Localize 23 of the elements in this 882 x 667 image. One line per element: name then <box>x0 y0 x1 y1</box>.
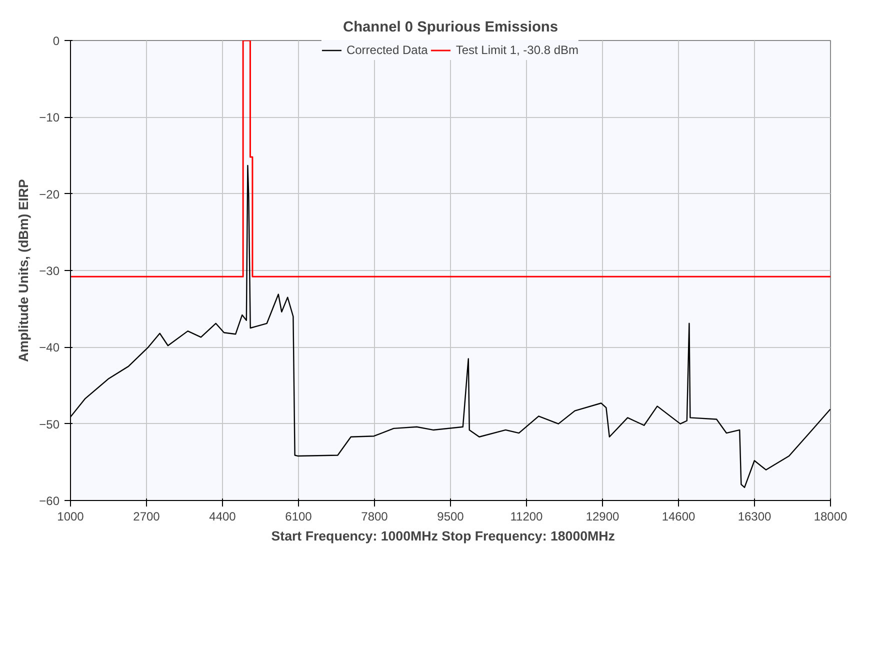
y-tick-label: −40 <box>39 340 60 355</box>
y-tick-label: −20 <box>39 187 60 202</box>
y-tick-label: −60 <box>39 494 60 508</box>
legend-label: Corrected Data <box>346 43 428 57</box>
x-tick-label: 7800 <box>361 510 388 524</box>
x-tick-label: 14600 <box>662 510 696 524</box>
y-tick-label: −30 <box>39 264 60 278</box>
x-tick-label: 6100 <box>285 510 312 524</box>
x-axis-title: Start Frequency: 1000MHz Stop Frequency: 18000MHz <box>271 528 616 544</box>
chart-title: Channel 0 Spurious Emissions <box>342 20 558 36</box>
x-tick-label: 16300 <box>738 510 772 524</box>
x-tick-label: 1000 <box>57 510 84 524</box>
x-tick-label: 9500 <box>437 510 464 524</box>
x-tick-label: 18000 <box>814 510 848 524</box>
y-axis-title: Amplitude Units, (dBm) EIRP <box>16 178 32 362</box>
y-tick-label: −10 <box>39 110 60 125</box>
x-tick-label: 11200 <box>510 510 544 524</box>
x-tick-label: 12900 <box>586 510 620 524</box>
x-tick-label: 2700 <box>133 510 160 524</box>
legend-label: Test Limit 1, -30.8 dBm <box>456 43 579 57</box>
y-tick-label: 0 <box>52 34 60 48</box>
x-tick-label: 4400 <box>209 510 236 524</box>
y-tick-label: −50 <box>39 417 60 432</box>
